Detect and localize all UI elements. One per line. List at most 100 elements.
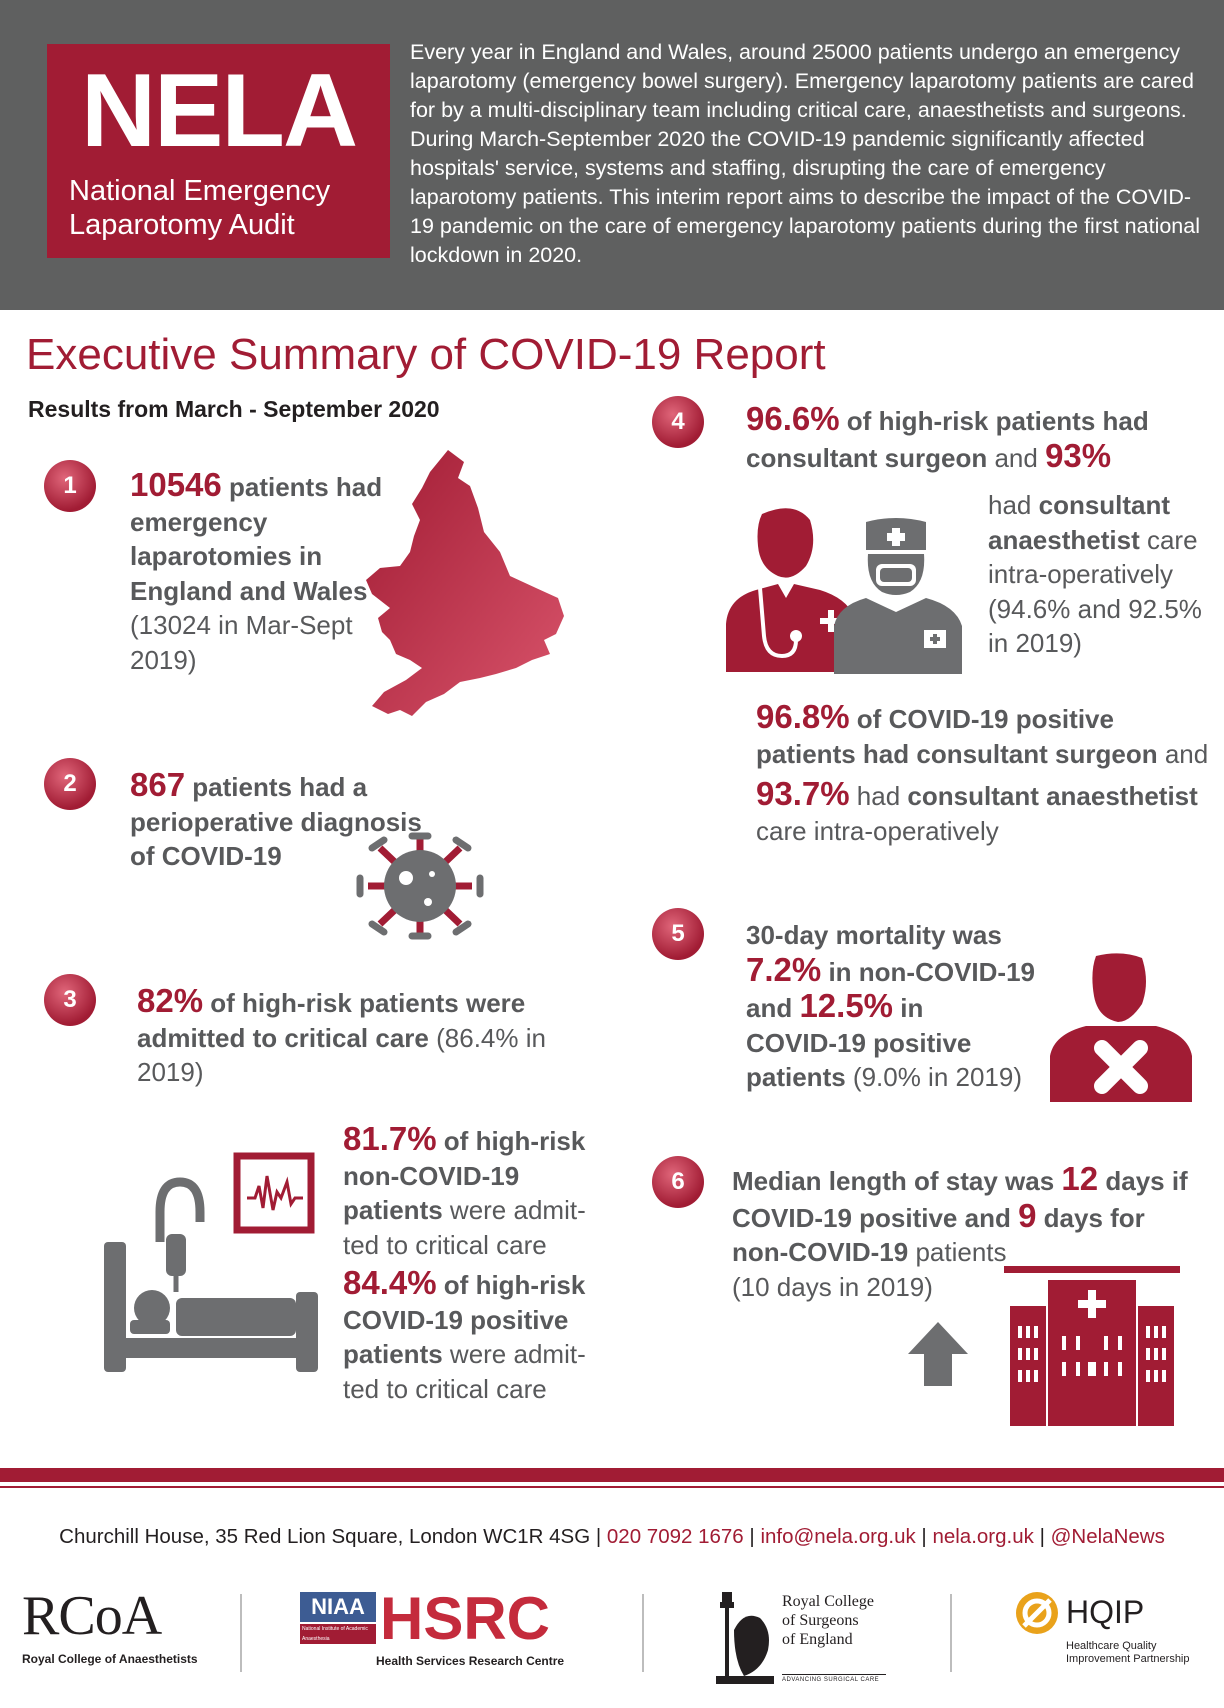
logo-subtitle-line1: National Emergency xyxy=(69,175,331,207)
section-4-line4: 93.7% had consultant anaesthetist care i… xyxy=(756,776,1216,848)
logo-divider xyxy=(950,1594,952,1672)
section-4-text3b: care intra-operatively xyxy=(988,524,1198,590)
section-6-line2: COVID-19 positive and 9 days for xyxy=(732,1198,1212,1236)
section-5-line3: and 12.5% in xyxy=(746,987,1066,1026)
footer-rule xyxy=(0,1468,1224,1482)
section-1-text: 10546 patients had emergency laparotomie… xyxy=(130,466,390,677)
niaa-hsrc-logo: NIAA National Institute of Academic Anae… xyxy=(300,1586,570,1682)
section-2-bold: patients had a perioperative diagnosis o… xyxy=(130,772,422,871)
section-3-sub1-value: 81.7% xyxy=(343,1120,437,1157)
hqip-subtitle-line1: Healthcare Quality xyxy=(1066,1640,1157,1652)
section-5-text1: in non-COVID-19 xyxy=(821,956,1035,987)
section-number-3: 3 xyxy=(44,974,96,1026)
section-6-value1: 12 xyxy=(1061,1160,1099,1197)
section-4-text3-normal: (94.6% and 92.5% in 2019) xyxy=(988,593,1202,659)
header-banner: NELA National Emergency Laparotomy Audit… xyxy=(0,0,1224,310)
contact-phone[interactable]: 020 7092 1676 xyxy=(606,1525,744,1548)
logo-divider xyxy=(240,1594,242,1672)
separator: | xyxy=(1033,1525,1051,1548)
niaa-logo-text: NIAA xyxy=(300,1592,376,1622)
section-4-text2: and xyxy=(987,442,1046,473)
section-number-1: 1 xyxy=(44,460,96,512)
rcs-logo-line3: of England xyxy=(782,1631,853,1648)
section-6-text3: COVID-19 positive and xyxy=(732,1202,1019,1233)
results-heading: Results from March - September 2020 xyxy=(28,396,440,422)
footer-rule-thin xyxy=(0,1486,1224,1488)
section-4-text4-bold: consultant surgeon xyxy=(916,738,1158,769)
nurse-icon xyxy=(834,518,962,674)
section-5-normal: (9.0% in 2019) xyxy=(845,1062,1023,1092)
section-3-sub1: 81.7% of high-risk non-COVID-19 patients… xyxy=(343,1120,613,1262)
section-3-subitems: 81.7% of high-risk non-COVID-19 patients… xyxy=(343,1120,613,1406)
section-4-text5: had xyxy=(849,781,908,811)
section-3-sub2-bold: of high-risk COVID-19 positive patients xyxy=(343,1270,586,1369)
section-5-value2: 12.5% xyxy=(799,987,894,1024)
section-6-text: Median length of stay was 12 days if COV… xyxy=(732,1160,1212,1304)
section-1-bold: patients had emergency laparotomies in E… xyxy=(130,472,383,606)
section-1-value: 10546 xyxy=(130,466,222,503)
logo-subtitle-line2: Laparotomy Audit xyxy=(69,209,295,241)
heart-monitor-icon xyxy=(233,1152,315,1234)
hsrc-logo-text: HSRC xyxy=(380,1585,551,1652)
contact-line: Churchill House, 35 Red Lion Square, Lon… xyxy=(0,1525,1224,1549)
contact-email-link[interactable]: info@nela.org.uk xyxy=(760,1525,916,1548)
crest-icon xyxy=(716,1592,774,1684)
nela-logo: NELA National Emergency Laparotomy Audit xyxy=(47,44,390,258)
section-6-text4: days for xyxy=(1036,1202,1145,1233)
section-4-side-text: had consultant anaesthetist care intra-o… xyxy=(988,488,1208,661)
section-4-text4b: and xyxy=(1157,738,1209,769)
section-4-text5b: care intra-operatively xyxy=(756,815,999,846)
niaa-logo-subtitle: National Institute of Academic Anaesthes… xyxy=(300,1624,376,1644)
hospital-building-icon xyxy=(1004,1266,1180,1426)
surgeon-icon xyxy=(726,508,854,672)
section-4-text3: had xyxy=(988,490,1039,520)
page-title: Executive Summary of COVID-19 Report xyxy=(26,330,826,379)
section-6-normal: (10 days in 2019) xyxy=(732,1271,933,1302)
section-4-value2: 93% xyxy=(1045,436,1112,474)
section-number-6: 6 xyxy=(652,1156,704,1208)
section-1-normal: (13024 in Mar-Sept 2019) xyxy=(130,610,353,675)
section-6-text6: patients xyxy=(908,1237,1007,1267)
logo-title: NELA xyxy=(80,53,358,169)
section-4-text4: of COVID-19 positive patients had xyxy=(756,704,1114,769)
section-2-text: 867 patients had a perioperative diagnos… xyxy=(130,766,430,874)
section-5-line4: COVID-19 positive patients (9.0% in 2019… xyxy=(746,1026,1066,1095)
section-number-2: 2 xyxy=(44,758,96,810)
rcoa-logo-text: RCoA xyxy=(22,1585,162,1647)
section-3-sub2: 84.4% of high-risk COVID-19 positive pat… xyxy=(343,1264,613,1406)
hqip-logo: HQIP Healthcare Quality Improvement Part… xyxy=(1014,1590,1204,1690)
section-4-text2-bold: consultant surgeon xyxy=(746,442,988,473)
section-2-value: 867 xyxy=(130,766,186,803)
section-4-line3: 96.8% of COVID-19 positive patients had … xyxy=(756,699,1216,771)
logo-divider xyxy=(642,1594,644,1672)
section-3-value: 82% xyxy=(137,982,204,1019)
rcoa-logo: RCoA Royal College of Anaesthetists xyxy=(22,1586,222,1686)
section-4-line2: consultant surgeon and 93% xyxy=(746,436,1206,476)
section-5-intro: 30-day mortality was xyxy=(746,920,1002,950)
rcs-logo-line2: of Surgeons xyxy=(782,1612,859,1629)
website-link[interactable]: nela.org.uk xyxy=(932,1525,1034,1548)
section-5-and: and xyxy=(746,993,800,1023)
section-4-line1: 96.6% of high-risk patients had xyxy=(746,400,1206,439)
separator: | xyxy=(743,1525,761,1548)
section-4-text3-bold: consultant anaesthetist xyxy=(988,490,1171,555)
section-4-text1: of xyxy=(839,406,879,436)
section-6-line1: Median length of stay was 12 days if xyxy=(732,1160,1212,1199)
section-3-sub2-value: 84.4% xyxy=(343,1264,437,1301)
hqip-emblem-icon xyxy=(1016,1592,1058,1634)
separator: | xyxy=(590,1525,607,1548)
section-5-text3: COVID-19 positive patients xyxy=(746,1027,972,1093)
patient-cross-icon xyxy=(1050,953,1192,1102)
section-3-sub1-bold: of high-risk non-COVID-19 patients xyxy=(343,1126,586,1225)
section-6-text1: Median length of stay was xyxy=(732,1166,1062,1196)
coronavirus-icon xyxy=(356,832,484,940)
hqip-subtitle-line2: Improvement Partnership xyxy=(1066,1653,1190,1665)
section-6-text5: non-COVID-19 xyxy=(732,1237,909,1267)
section-4-covid-text: 96.8% of COVID-19 positive patients had … xyxy=(756,699,1216,848)
section-5-line2: 7.2% in non-COVID-19 xyxy=(746,952,1066,990)
twitter-handle-link[interactable]: @NelaNews xyxy=(1050,1525,1165,1548)
section-5-text: 30-day mortality was 7.2% in non-COVID-1… xyxy=(746,918,1066,1095)
contact-address: Churchill House, 35 Red Lion Square, Lon… xyxy=(59,1525,591,1548)
separator: | xyxy=(915,1525,933,1548)
section-4-value1: 96.6% xyxy=(746,400,840,437)
